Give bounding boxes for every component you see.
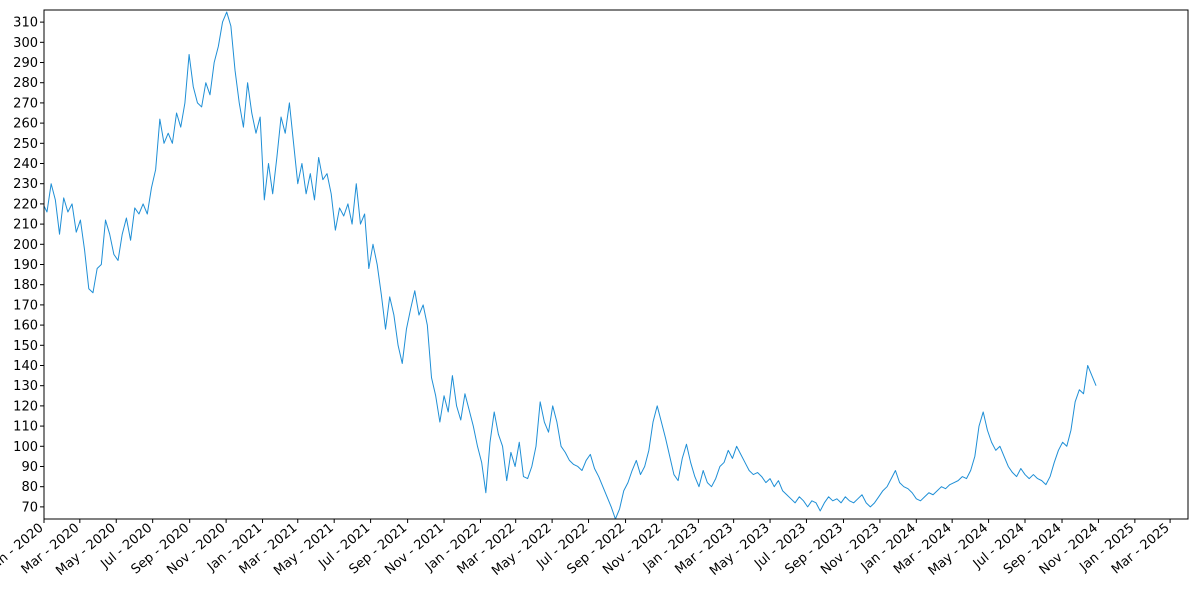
plot-frame	[43, 9, 1189, 520]
y-tick-label: 200	[13, 238, 38, 253]
y-tick-label: 300	[13, 36, 38, 51]
y-tick-label: 270	[13, 96, 38, 111]
y-tick-label: 180	[13, 278, 38, 293]
y-tick-label: 110	[13, 420, 38, 435]
y-tick-label: 120	[13, 399, 38, 414]
y-tick-label: 290	[13, 56, 38, 71]
y-tick-label: 130	[13, 379, 38, 394]
y-tick-label: 280	[13, 76, 38, 91]
y-tick-label: 170	[13, 298, 38, 313]
y-tick-label: 150	[13, 339, 38, 354]
y-tick-label: 250	[13, 137, 38, 152]
y-tick-label: 70	[21, 500, 38, 515]
y-tick-label: 310	[13, 16, 38, 31]
y-tick-label: 160	[13, 319, 38, 334]
plot-area	[43, 11, 1097, 520]
y-tick-label: 220	[13, 197, 38, 212]
y-tick-label: 210	[13, 218, 38, 233]
y-tick-label: 140	[13, 359, 38, 374]
y-tick-label: 100	[13, 440, 38, 455]
y-tick-label: 90	[21, 460, 38, 475]
y-tick-label: 230	[13, 177, 38, 192]
y-tick-label: 190	[13, 258, 38, 273]
y-axis: 70 80 90 100 110 120 130 140 150 160 170 180 190 200 2…	[13, 16, 44, 515]
series-line	[43, 11, 1097, 520]
y-tick-label: 80	[21, 480, 38, 495]
y-tick-label: 240	[13, 157, 38, 172]
y-tick-label: 260	[13, 117, 38, 132]
